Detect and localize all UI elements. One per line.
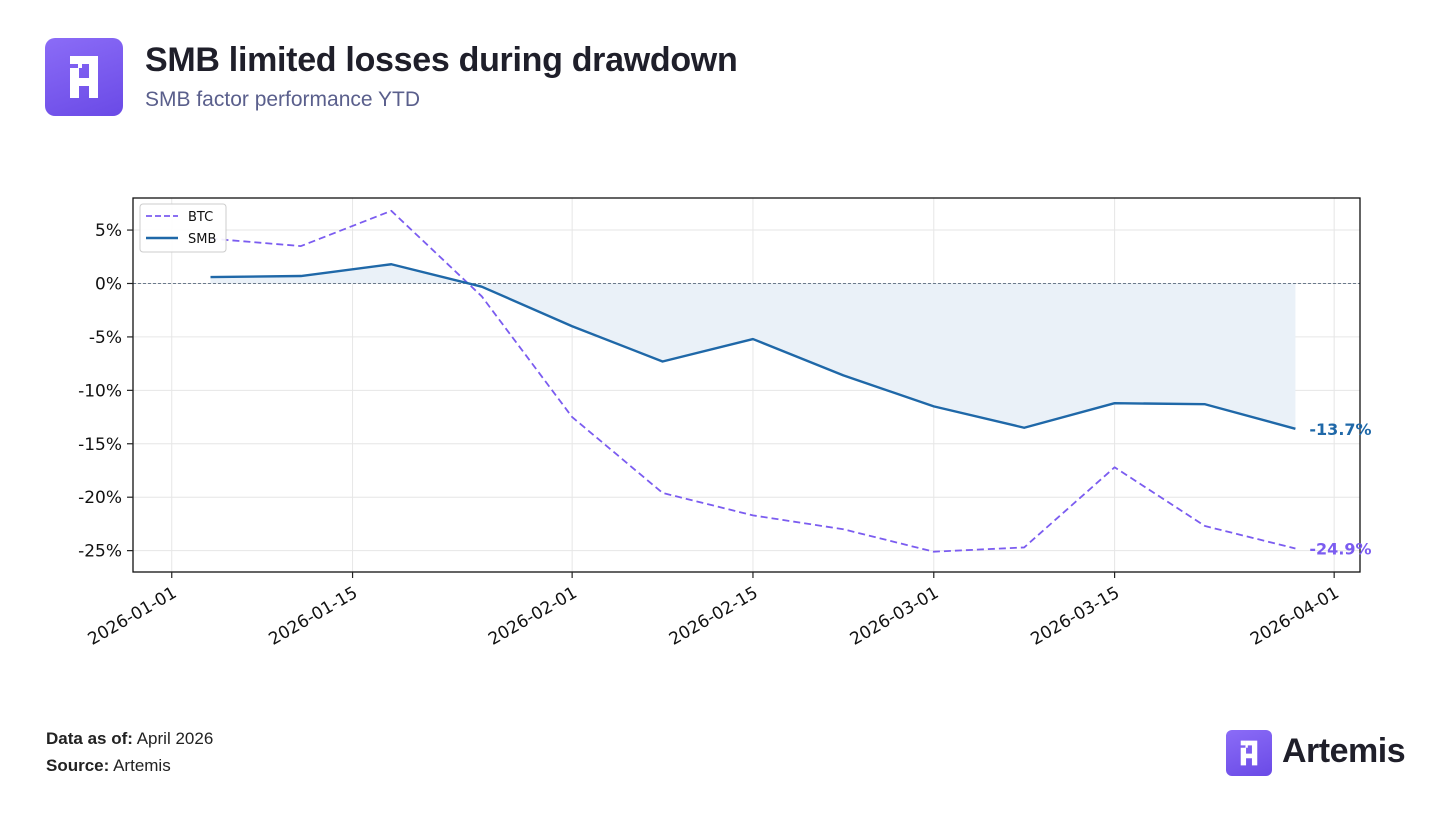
data-as-of-value: April 2026	[136, 729, 214, 748]
smb-series-line	[210, 263, 1296, 430]
y-tick-label: -25%	[78, 542, 122, 562]
source-label: Source:	[46, 756, 110, 775]
smb-end-label: -13.7%	[1309, 420, 1371, 439]
y-tick-label: -15%	[78, 435, 122, 455]
btc-end-label: -24.9%	[1309, 539, 1371, 558]
source: Source: Artemis	[46, 755, 213, 782]
artemis-logo-icon	[45, 38, 123, 116]
page-title: SMB limited losses during drawdown	[145, 41, 738, 79]
y-tick-label: 0%	[95, 274, 122, 294]
plot-frame	[132, 197, 1361, 573]
data-as-of-label: Data as of:	[46, 729, 133, 748]
data-as-of: Data as of: April 2026	[46, 728, 213, 755]
x-tick-label: 2026-04-01	[1247, 583, 1343, 650]
legend: BTC SMB	[139, 203, 227, 253]
line-chart: 2026-01-01 2026-01-15 2026-02-01 2026-02-15…	[78, 197, 1372, 650]
btc-series-line	[210, 209, 1296, 553]
smb-area-fill	[210, 264, 1296, 429]
brand-mark: Artemis	[1226, 730, 1426, 778]
legend-label-smb: SMB	[188, 232, 216, 247]
y-tick-label: 5%	[95, 221, 122, 241]
x-tick-label: 2026-01-01	[85, 583, 181, 650]
y-tick-label: -5%	[89, 328, 122, 348]
brand-name: Artemis	[1282, 732, 1406, 770]
page-subtitle: SMB factor performance YTD	[145, 88, 421, 111]
source-value: Artemis	[113, 756, 171, 775]
chart-header: SMB limited losses during drawdown SMB f…	[45, 38, 945, 118]
x-tick-label: 2026-02-01	[485, 583, 581, 650]
legend-label-btc: BTC	[188, 210, 213, 225]
x-tick-label: 2026-02-15	[666, 583, 762, 650]
x-tick-label: 2026-03-15	[1028, 583, 1124, 650]
y-tick-label: -20%	[78, 488, 122, 508]
legend-box	[139, 203, 227, 253]
x-tick-label: 2026-01-15	[266, 583, 362, 650]
end-labels: -24.9% -13.7%	[1309, 420, 1371, 559]
y-tick-label: -10%	[78, 381, 122, 401]
chart-footer: Data as of: April 2026 Source: Artemis	[46, 728, 213, 782]
series-layer	[210, 209, 1296, 553]
x-tick-label: 2026-03-01	[847, 583, 943, 650]
artemis-brand-icon	[1226, 730, 1272, 776]
